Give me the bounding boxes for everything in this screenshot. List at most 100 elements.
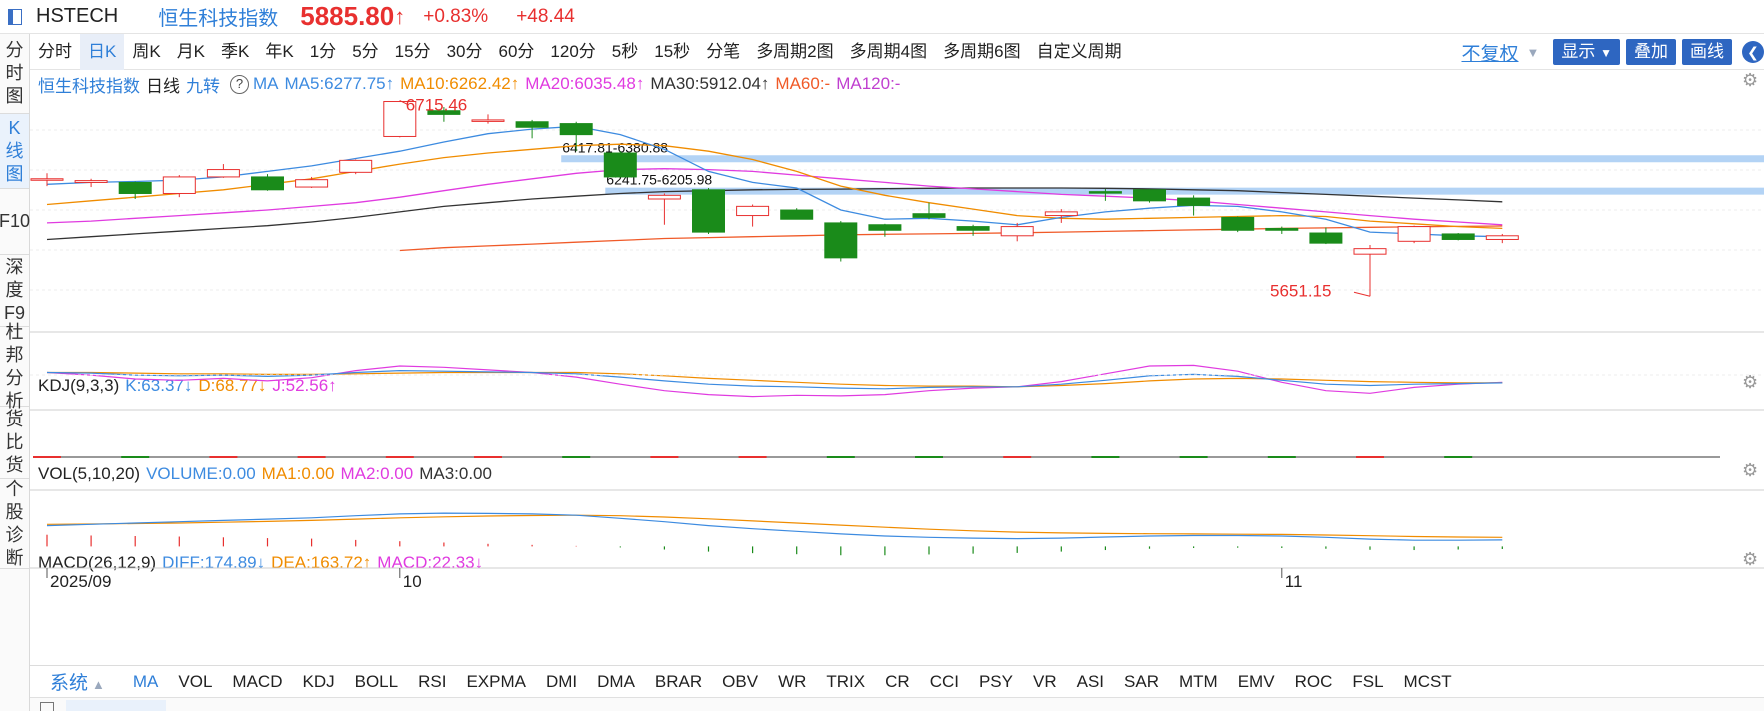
candle-body bbox=[603, 152, 637, 178]
macd-name[interactable]: MACD(26,12,9) bbox=[38, 553, 157, 572]
indicator-tab-8[interactable]: DMA bbox=[597, 671, 635, 691]
up-arrow-icon: ↑ bbox=[394, 3, 406, 29]
indicator-tab-0[interactable]: MA bbox=[132, 671, 159, 691]
period-toolbar: 分时 日K 周K 月K 季K 年K 1分 5分 15分 30分 60分 120分 5秒 15秒 分笔 多周期2… bbox=[30, 33, 1764, 70]
sidebar-item-char: 股 bbox=[5, 501, 24, 522]
period-tab-9[interactable]: 30分 bbox=[446, 41, 483, 61]
kline-chart[interactable]: 6417.81-6380.886241.75-6205.986715.46565… bbox=[30, 70, 1764, 665]
indicator-tab-21[interactable]: ROC bbox=[1294, 671, 1333, 691]
display-button-label: 显示 bbox=[1561, 42, 1596, 61]
candle-body bbox=[1485, 235, 1519, 240]
stock-name[interactable]: 恒生科技指数 bbox=[158, 8, 279, 30]
candle-body bbox=[251, 176, 284, 191]
period-tab-14[interactable]: 分笔 bbox=[706, 41, 741, 61]
period-tab-16[interactable]: 多周期4图 bbox=[849, 41, 928, 61]
sidebar-item-0[interactable]: 分时图 bbox=[0, 34, 29, 114]
period-tab-0[interactable]: 分时 bbox=[38, 41, 72, 61]
period-tab-7[interactable]: 5分 bbox=[352, 41, 379, 61]
candle-body bbox=[868, 224, 902, 231]
period-tab-11[interactable]: 120分 bbox=[550, 41, 596, 61]
period-tab-2[interactable]: 周K bbox=[132, 41, 161, 61]
gear-icon[interactable]: ⚙ bbox=[1742, 549, 1759, 569]
window-icon[interactable] bbox=[8, 8, 22, 25]
indicator-tab-10[interactable]: OBV bbox=[722, 671, 759, 691]
kdj-name[interactable]: KDJ(9,3,3) bbox=[38, 376, 120, 395]
period-tab-13[interactable]: 15秒 bbox=[654, 41, 691, 61]
indicator-tab-1[interactable]: VOL bbox=[178, 671, 213, 691]
indicator-tab-14[interactable]: CCI bbox=[929, 671, 959, 691]
indicator-tab-9[interactable]: BRAR bbox=[654, 671, 703, 691]
kdj-d: D:68.77↓ bbox=[198, 376, 267, 395]
bottom-strip bbox=[30, 697, 1764, 711]
caret-down-icon: ▼ bbox=[1600, 46, 1612, 60]
period-tab-6[interactable]: 1分 bbox=[309, 41, 337, 61]
ma30-line bbox=[46, 187, 1503, 241]
period-tab-8[interactable]: 15分 bbox=[394, 41, 431, 61]
indicator-tab-6[interactable]: EXPMA bbox=[466, 671, 526, 691]
draw-line-button[interactable]: 画线 bbox=[1682, 39, 1732, 65]
gear-icon[interactable]: ⚙ bbox=[1742, 372, 1759, 392]
change-amount: +48.44 bbox=[516, 5, 575, 27]
period-tab-3[interactable]: 月K bbox=[176, 41, 206, 61]
indicator-tab-4[interactable]: BOLL bbox=[354, 671, 399, 691]
period-tab-1[interactable]: 日K bbox=[80, 33, 125, 70]
sidebar-item-2[interactable]: F10 bbox=[0, 189, 30, 255]
fuquan-dropdown[interactable]: 不复权 bbox=[1461, 43, 1519, 65]
sidebar-item-4[interactable]: 杜邦分析 bbox=[0, 322, 29, 411]
period-tab-15[interactable]: 多周期2图 bbox=[756, 41, 834, 61]
volume-bar bbox=[474, 456, 502, 458]
bottom-tab[interactable] bbox=[66, 700, 166, 711]
period-tab-5[interactable]: 年K bbox=[265, 41, 294, 61]
left-sidebar: 分时图 K 线图 F10 深度 F9 杜邦分析货比货个股诊断 bbox=[0, 34, 30, 711]
indicator-tab-2[interactable]: MACD bbox=[232, 671, 283, 691]
overlay-button[interactable]: 叠加 bbox=[1626, 39, 1676, 65]
price-label-pointer bbox=[399, 100, 409, 105]
volume-bar bbox=[826, 456, 855, 458]
candle-body bbox=[1353, 248, 1387, 255]
ma-label[interactable]: MA bbox=[253, 74, 279, 93]
indicator-tab-12[interactable]: TRIX bbox=[826, 671, 866, 691]
indicator-tab-22[interactable]: FSL bbox=[1352, 671, 1384, 691]
indicator-tab-3[interactable]: KDJ bbox=[302, 671, 335, 691]
period-tab-18[interactable]: 自定义周期 bbox=[1036, 41, 1122, 61]
display-button[interactable]: 显示 ▼ bbox=[1553, 39, 1620, 65]
candle-body bbox=[559, 123, 593, 136]
indicator-tab-18[interactable]: SAR bbox=[1124, 671, 1159, 691]
indicator-tab-7[interactable]: DMI bbox=[545, 671, 578, 691]
caret-down-icon[interactable]: ▼ bbox=[1526, 44, 1540, 60]
vol-name[interactable]: VOL(5,10,20) bbox=[38, 464, 141, 483]
collapse-icon[interactable]: ❮ bbox=[1742, 41, 1764, 63]
jiuzhuan-toggle[interactable]: 九转 bbox=[186, 76, 220, 96]
sidebar-item-5[interactable]: 货比货 bbox=[0, 407, 29, 479]
help-icon[interactable]: ? bbox=[230, 74, 249, 94]
period-tab-10[interactable]: 60分 bbox=[498, 41, 535, 61]
indicator-tab-16[interactable]: VR bbox=[1033, 671, 1057, 691]
sidebar-item-char: 诊 bbox=[5, 524, 24, 545]
candle-body bbox=[647, 194, 681, 200]
candle-body bbox=[780, 209, 814, 220]
system-indicator-menu[interactable]: 系统 ▲ bbox=[30, 668, 123, 695]
period-tab-12[interactable]: 5秒 bbox=[611, 41, 639, 61]
gear-icon[interactable]: ⚙ bbox=[1742, 460, 1759, 480]
indicator-tab-5[interactable]: RSI bbox=[418, 671, 447, 691]
volume-bar bbox=[915, 456, 943, 458]
vol-ma2: MA2:0.00 bbox=[340, 464, 414, 483]
indicator-tab-17[interactable]: ASI bbox=[1076, 671, 1105, 691]
indicator-tab-11[interactable]: WR bbox=[778, 671, 807, 691]
indicator-tab-19[interactable]: MTM bbox=[1179, 671, 1218, 691]
indicator-tab-23[interactable]: MCST bbox=[1403, 671, 1452, 691]
sidebar-item-char: 比 bbox=[5, 432, 24, 452]
volume-bar bbox=[1091, 456, 1120, 458]
indicator-tab-20[interactable]: EMV bbox=[1237, 671, 1275, 691]
sidebar-item-char: 深 bbox=[5, 257, 24, 277]
period-tab-4[interactable]: 季K bbox=[221, 41, 250, 61]
indicator-tab-15[interactable]: PSY bbox=[978, 671, 1013, 691]
indicator-tab-13[interactable]: CR bbox=[885, 671, 910, 691]
gear-icon[interactable]: ⚙ bbox=[1742, 70, 1759, 90]
sidebar-item-6[interactable]: 个股诊断 bbox=[0, 479, 29, 569]
period-tab-17[interactable]: 多周期6图 bbox=[943, 41, 1021, 61]
price-label: 6715.46 bbox=[406, 96, 467, 115]
checkbox[interactable] bbox=[40, 702, 54, 711]
sidebar-item-3[interactable]: 深度 F9 bbox=[0, 255, 29, 327]
